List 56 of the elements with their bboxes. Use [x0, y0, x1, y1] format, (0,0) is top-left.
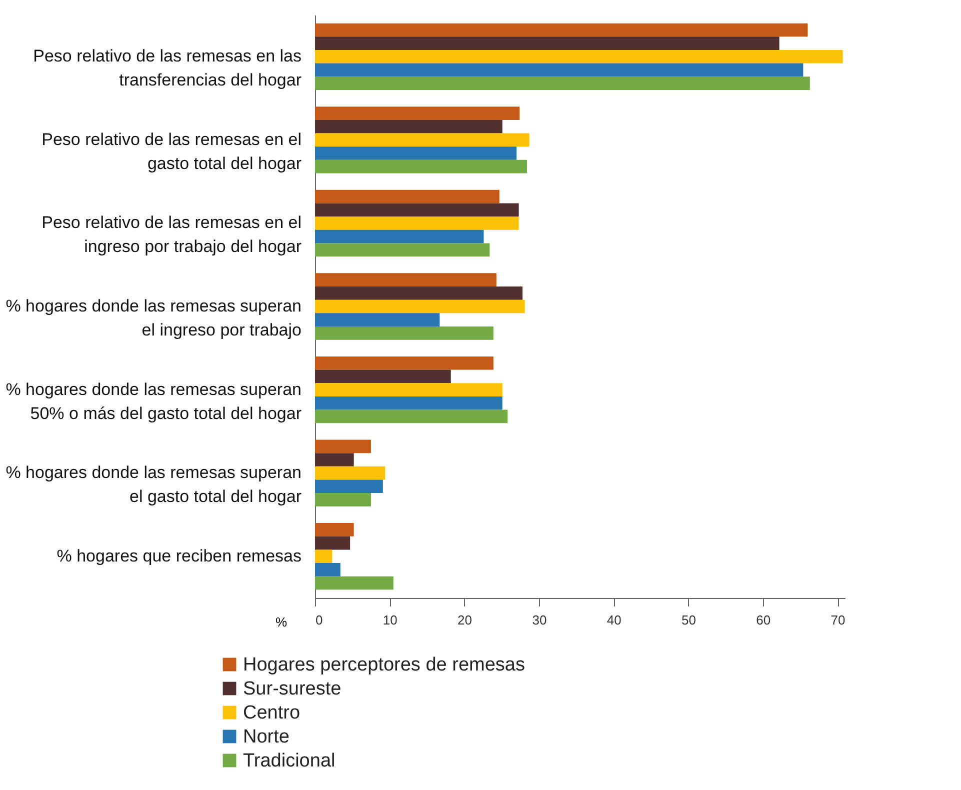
bar	[315, 410, 508, 424]
x-tick-label: 30	[532, 612, 547, 628]
bar	[315, 76, 810, 90]
bar	[315, 576, 394, 590]
bar	[315, 230, 484, 244]
bar	[315, 273, 496, 287]
y-tick-label: % hogares donde las remesas superan 50% o más del gasto total del hogar	[6, 380, 302, 423]
x-tick-label: 50	[682, 612, 696, 628]
bar	[315, 536, 350, 550]
legend-label: Sur-sureste	[243, 678, 342, 700]
bar	[315, 160, 527, 174]
bar	[315, 36, 780, 50]
bar	[315, 466, 386, 480]
bar	[315, 300, 525, 314]
bar	[315, 216, 519, 230]
bar	[315, 146, 517, 160]
bar	[315, 50, 843, 64]
bar	[315, 203, 519, 217]
x-tick-label: 40	[606, 612, 622, 628]
x-tick-label: 70	[830, 612, 846, 628]
bar	[315, 480, 383, 494]
bar	[315, 23, 808, 37]
bar	[315, 453, 354, 466]
x-tick-label: 60	[756, 612, 771, 628]
bar	[315, 356, 494, 370]
bar	[315, 563, 340, 576]
y-tick-label: Peso relativo de las remesas en el gasto total del hogar	[42, 130, 302, 173]
y-tick-label: % hogares que reciben remesas	[56, 546, 302, 566]
legend-label: Norte	[243, 726, 290, 748]
bar	[315, 106, 520, 120]
bar	[315, 286, 523, 300]
y-tick-label: % hogares donde las remesas superan el gasto total del hogar	[6, 463, 302, 506]
bar	[315, 313, 440, 326]
y-tick-label: Peso relativo de las remesas en el ingreso por trabajo del hogar	[42, 213, 302, 256]
bar	[315, 133, 530, 147]
bar	[315, 243, 490, 257]
bar	[315, 383, 502, 396]
bar	[315, 370, 451, 384]
legend-label: Tradicional	[243, 750, 336, 772]
bar	[315, 523, 354, 536]
bar	[315, 63, 804, 77]
bar	[315, 550, 332, 564]
legend-label: Centro	[243, 702, 300, 724]
x-axis-title: %	[276, 614, 288, 630]
bar	[315, 440, 371, 454]
bar	[315, 326, 494, 340]
bar	[315, 190, 500, 204]
bar	[315, 120, 502, 134]
legend-label: Hogares perceptores de remesas	[243, 654, 525, 676]
y-tick-label: % hogares donde las remesas superan el ingreso por trabajo	[6, 296, 302, 340]
y-tick-label: Peso relativo de las remesas en las transferencias del hogar	[33, 46, 302, 90]
x-tick-label: 20	[458, 612, 472, 628]
x-tick-label: 0	[316, 612, 323, 628]
bar	[315, 396, 502, 410]
bar	[315, 493, 371, 506]
x-tick-label: 10	[382, 612, 398, 628]
